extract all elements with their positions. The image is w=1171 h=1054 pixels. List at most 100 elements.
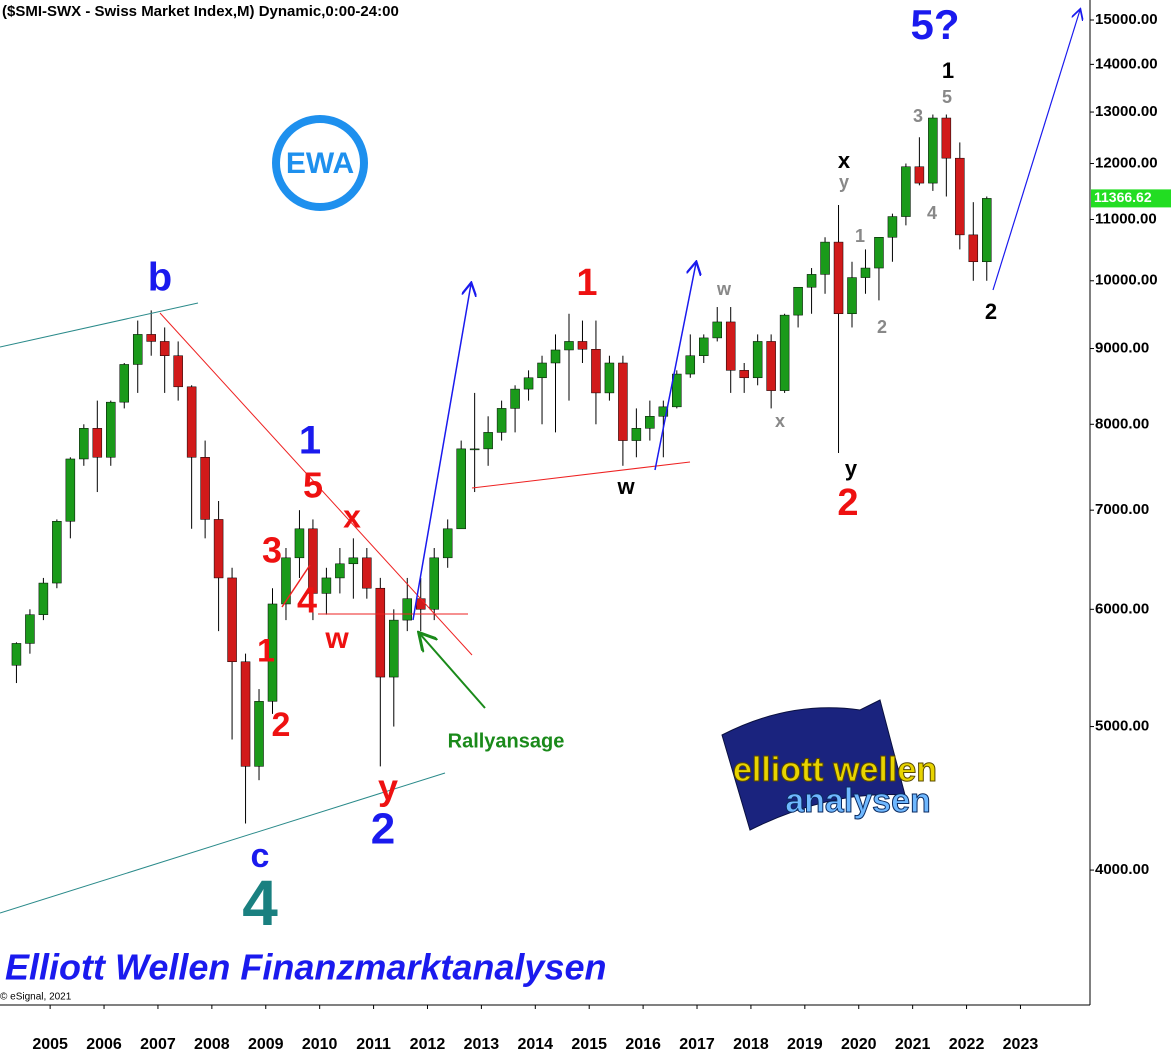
- logo-ewa: EWA: [272, 115, 368, 211]
- candle-body: [577, 341, 588, 350]
- wave-label: Rallyansage: [448, 730, 565, 752]
- logo-text: elliott wellen: [733, 751, 937, 789]
- candle-body: [604, 362, 615, 394]
- candle-body: [806, 274, 817, 288]
- candle-body: [833, 241, 844, 315]
- wave-label: c: [251, 837, 270, 875]
- x-tick-label: 2009: [248, 1036, 284, 1053]
- candle-body: [523, 377, 534, 390]
- wave-label: y: [839, 172, 849, 192]
- candle-body: [106, 401, 116, 458]
- candle-body: [267, 603, 278, 702]
- wave-label: w: [616, 474, 635, 499]
- candle-body: [389, 619, 399, 678]
- support-line: [471, 461, 691, 489]
- y-tick-label: 6000.00: [1095, 600, 1149, 617]
- trend-line: [281, 564, 311, 608]
- wave-label: 1: [855, 226, 865, 246]
- wave-label: w: [324, 622, 349, 655]
- wave-label: 5: [942, 87, 952, 107]
- candle-body: [510, 388, 520, 409]
- wave-label: 3: [262, 530, 282, 571]
- candle-body: [618, 362, 628, 441]
- x-tick-label: 2010: [302, 1036, 338, 1053]
- candle-body: [941, 117, 952, 159]
- candle-body: [887, 216, 898, 238]
- candle-body: [725, 321, 736, 371]
- wave-label: 1: [257, 632, 275, 668]
- x-tick-label: 2022: [949, 1036, 985, 1053]
- x-tick-label: 2005: [32, 1036, 68, 1053]
- candle-body: [955, 157, 965, 236]
- candle-body: [348, 557, 359, 565]
- y-tick-label: 12000.00: [1095, 154, 1158, 171]
- x-tick-label: 2017: [679, 1036, 715, 1053]
- candle-body: [645, 416, 655, 429]
- wave-lines: [0, 10, 1080, 914]
- candle-body: [483, 432, 493, 450]
- candle-body: [928, 117, 938, 184]
- candle-body: [375, 587, 386, 678]
- projection-arrow: [654, 263, 696, 471]
- wave-label: 2: [272, 706, 291, 744]
- chart-title: ($SMI-SWX - Swiss Market Index,M) Dynami…: [2, 3, 399, 20]
- candle-body: [402, 598, 413, 621]
- logo-text: EWA: [286, 147, 354, 180]
- wave-label: 5: [303, 465, 323, 506]
- y-tick-label: 5000.00: [1095, 718, 1149, 735]
- x-tick-label: 2019: [787, 1036, 823, 1053]
- y-tick-label: 8000.00: [1095, 415, 1149, 432]
- candle-body: [429, 557, 439, 610]
- copyright: © eSignal, 2021: [0, 992, 72, 1003]
- candle-body: [159, 341, 170, 356]
- y-tick-label: 15000.00: [1095, 11, 1158, 28]
- wave-label: 1: [576, 262, 597, 304]
- candles: [11, 114, 992, 824]
- x-tick-label: 2014: [517, 1036, 553, 1053]
- candle-body: [685, 355, 696, 375]
- candle-body: [92, 428, 103, 458]
- candle-body: [254, 701, 264, 767]
- wave-label: 3: [913, 106, 923, 126]
- wave-label: x: [343, 498, 361, 534]
- channel-line: [0, 772, 446, 914]
- candle-body: [537, 362, 547, 379]
- pointer-arrow: [420, 634, 486, 709]
- wave-label: 1: [299, 419, 321, 463]
- wave-label: 1: [942, 58, 954, 83]
- candle-body: [968, 234, 979, 263]
- wave-label: 2: [877, 317, 887, 337]
- candle-body: [591, 349, 601, 394]
- candle-body: [38, 582, 49, 615]
- footer-title: Elliott Wellen Finanzmarktanalysen: [5, 947, 607, 988]
- candle-body: [281, 557, 291, 605]
- y-tick-label: 11000.00: [1095, 210, 1157, 227]
- wave-label: 2: [371, 805, 395, 854]
- logo-ewa-large: elliott wellen analysen: [721, 699, 938, 831]
- candle-body: [294, 528, 305, 559]
- last-price-label: 11366.62: [1094, 189, 1152, 205]
- wave-label: 4: [927, 203, 937, 223]
- candle-body: [52, 521, 62, 584]
- x-tick-label: 2023: [1003, 1036, 1039, 1053]
- candle-body: [119, 364, 130, 403]
- candle-body: [699, 337, 709, 356]
- candle-body: [766, 341, 776, 391]
- y-tick-label: 9000.00: [1095, 340, 1149, 357]
- candle-body: [186, 386, 197, 458]
- candle-body: [739, 370, 749, 379]
- candle-body: [901, 166, 911, 217]
- candle-body: [227, 577, 237, 663]
- x-tick-label: 2015: [571, 1036, 607, 1053]
- candle-body: [11, 643, 22, 666]
- projection-arrow: [412, 284, 471, 621]
- candle-body: [672, 373, 682, 408]
- candle-body: [321, 577, 332, 594]
- candle-body: [362, 557, 372, 589]
- candle-body: [752, 341, 763, 379]
- plot-frame: [0, 0, 1091, 1006]
- candle-body: [456, 448, 466, 530]
- y-tick-label: 10000.00: [1095, 272, 1158, 289]
- x-tick-label: 2021: [895, 1036, 931, 1053]
